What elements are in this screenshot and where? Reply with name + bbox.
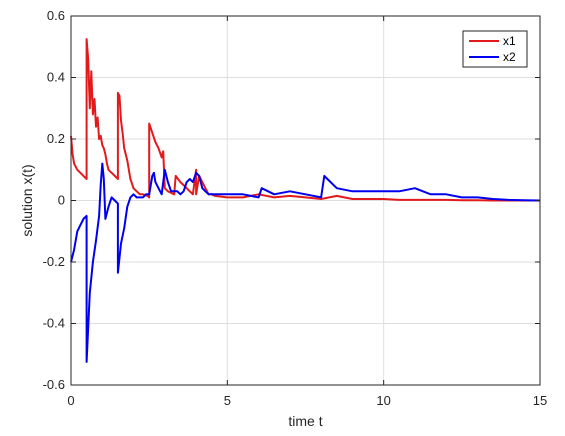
legend-label-x2: x2 xyxy=(503,50,516,64)
y-tick-label: 0.2 xyxy=(47,131,65,146)
y-tick-label: 0 xyxy=(58,193,65,208)
legend-label-x1: x1 xyxy=(503,34,516,48)
y-tick-label: -0.2 xyxy=(43,254,65,269)
y-axis-label: solution x(t) xyxy=(19,164,35,236)
y-tick-label: 0.4 xyxy=(47,70,65,85)
series-line-x2 xyxy=(70,162,541,363)
x-tick-label: 5 xyxy=(224,393,231,408)
plot-area xyxy=(70,38,541,363)
x-tick-label: 15 xyxy=(533,393,547,408)
axis-ticks: 0 5 10 15 -0.6 -0.4 -0.2 0 0.2 0.4 0.6 xyxy=(43,8,548,408)
x-tick-label: 0 xyxy=(67,393,74,408)
x-tick-label: 10 xyxy=(376,393,390,408)
y-tick-label: -0.6 xyxy=(43,377,65,392)
y-tick-label: -0.4 xyxy=(43,316,65,331)
series-line-x1 xyxy=(70,38,540,202)
x-axis-label: time t xyxy=(288,413,322,429)
y-tick-label: 0.6 xyxy=(47,8,65,23)
legend-box xyxy=(462,30,528,68)
